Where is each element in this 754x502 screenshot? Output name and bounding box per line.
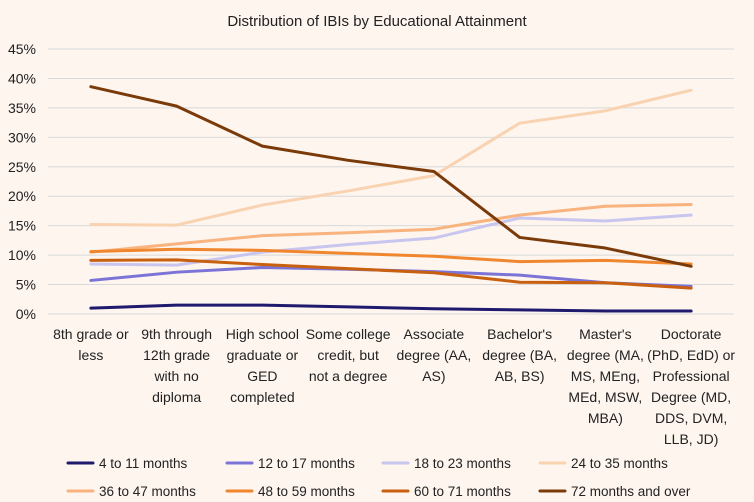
y-tick-label: 25% <box>8 159 36 175</box>
legend-item: 48 to 59 months <box>225 484 355 499</box>
x-category-label: Some college credit, but not a degree <box>306 326 391 384</box>
x-category-label: Master's degree (MA, MS, MEng, MEd, MSW, MBA… <box>567 326 644 426</box>
legend: 4 to 11 months 12 to 17 months 18 to 23 mo… <box>66 456 691 499</box>
x-category-label: Bachelor's degree (BA, AB, BS) <box>482 326 557 384</box>
series-line <box>89 88 693 227</box>
y-tick-label: 0% <box>16 306 36 322</box>
y-tick-label: 30% <box>8 129 36 145</box>
y-tick-label: 5% <box>16 277 36 293</box>
legend-item: 72 months and over <box>538 484 691 499</box>
legend-label: 12 to 17 months <box>258 456 355 471</box>
series-line <box>89 303 693 313</box>
y-tick-label: 45% <box>8 41 36 57</box>
x-category-label: High school graduate or GED completed <box>226 326 299 405</box>
x-category-label: Associate degree (AA, AS) <box>397 326 472 384</box>
legend-label: 48 to 59 months <box>258 484 355 499</box>
legend-label: 4 to 11 months <box>99 456 188 471</box>
legend-item: 24 to 35 months <box>538 456 668 471</box>
x-category-label: 8th grade or less <box>53 326 129 363</box>
y-tick-label: 15% <box>8 218 36 234</box>
legend-item: 60 to 71 months <box>381 484 511 499</box>
y-axis-ticks: 0% 5% 10% 15% 20% 25% 30% 35% 40% 45% <box>8 41 36 322</box>
series-line <box>89 85 693 268</box>
chart-title: Distribution of IBIs by Educational Atta… <box>227 13 527 30</box>
series-line <box>89 202 693 254</box>
legend-item: 12 to 17 months <box>225 456 355 471</box>
legend-label: 72 months and over <box>571 484 691 499</box>
y-tick-label: 10% <box>8 247 36 263</box>
x-category-label: 9th through 12th grade with no diploma <box>141 326 212 405</box>
legend-item: 18 to 23 months <box>381 456 511 471</box>
legend-label: 18 to 23 months <box>414 456 511 471</box>
x-axis-categories: 8th grade or less 9th through 12th grade wit… <box>53 326 735 447</box>
legend-label: 36 to 47 months <box>99 484 196 499</box>
y-tick-label: 40% <box>8 70 36 86</box>
legend-label: 60 to 71 months <box>414 484 511 499</box>
y-tick-label: 20% <box>8 188 36 204</box>
series-lines <box>89 85 693 313</box>
legend-item: 36 to 47 months <box>66 484 196 499</box>
series-line <box>89 247 693 266</box>
y-tick-label: 35% <box>8 100 36 116</box>
legend-item: 4 to 11 months <box>66 456 188 471</box>
series-line <box>89 213 693 267</box>
series-line <box>89 258 693 290</box>
legend-label: 24 to 35 months <box>571 456 668 471</box>
x-category-label: Doctorate (PhD, EdD) or Professional Degree… <box>647 326 735 447</box>
